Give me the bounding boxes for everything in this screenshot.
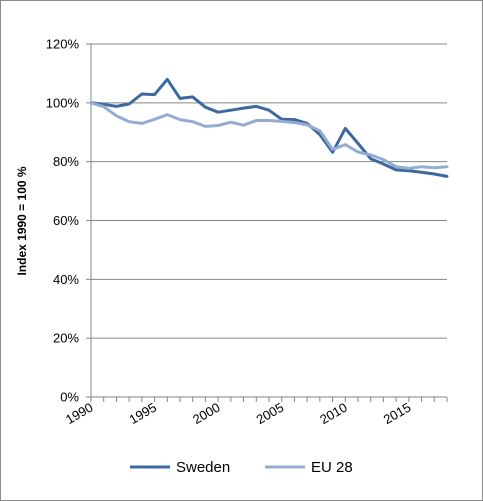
gridlines	[91, 43, 447, 339]
x-tick-label: 1995	[127, 400, 160, 427]
x-tick-label: 2000	[190, 400, 223, 427]
x-tick-labels: 1990 1995 2000 2005 2010 2015	[63, 400, 413, 427]
y-tick-label: 40%	[53, 272, 79, 287]
series-line-eu-28	[89, 101, 449, 170]
legend: Sweden EU 28	[130, 459, 353, 476]
y-tick-label: 0%	[60, 390, 79, 405]
y-tick-label: 80%	[53, 154, 79, 169]
y-tick-label: 120%	[46, 37, 80, 52]
axes	[86, 43, 448, 402]
x-tick-label: 2010	[317, 400, 350, 427]
x-tick-label: 2015	[381, 400, 414, 427]
y-tick-label: 20%	[53, 331, 79, 346]
x-tick-label: 2005	[254, 400, 287, 427]
y-tick-label: 100%	[46, 95, 80, 110]
y-tick-label: 60%	[53, 213, 79, 228]
series-line-sweden	[89, 77, 449, 178]
legend-label-sweden: Sweden	[176, 459, 230, 476]
y-axis-title: Index 1990 = 100 %	[15, 166, 29, 275]
legend-label-eu-28: EU 28	[311, 459, 353, 476]
series-lines	[89, 77, 449, 178]
y-tick-labels: 0% 20% 40% 60% 80% 100% 120%	[46, 37, 80, 405]
